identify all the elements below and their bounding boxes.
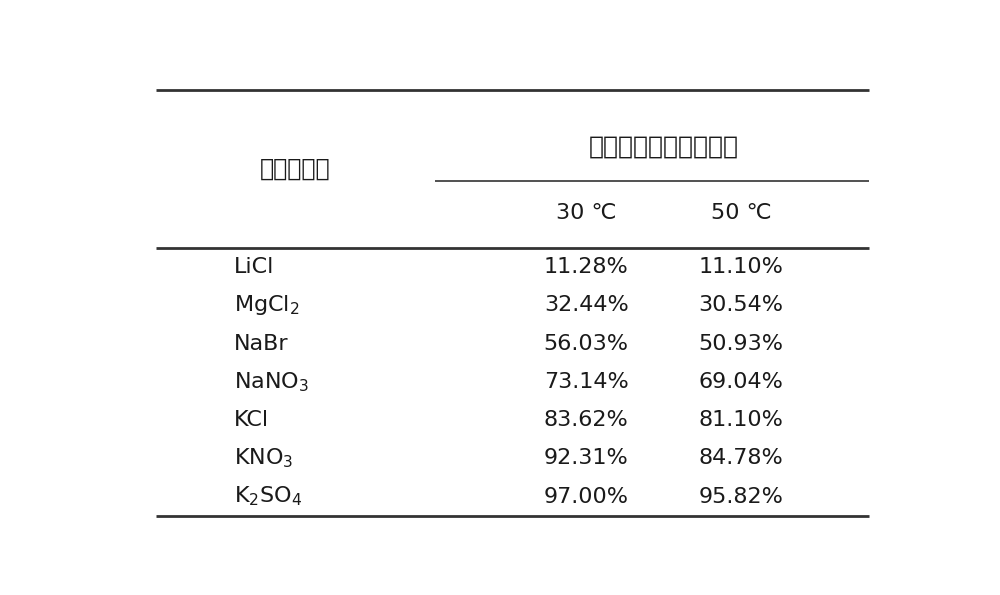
Text: 30 ℃: 30 ℃ xyxy=(556,203,616,224)
Text: 56.03%: 56.03% xyxy=(544,334,629,353)
Text: 73.14%: 73.14% xyxy=(544,372,629,392)
Text: 50 ℃: 50 ℃ xyxy=(711,203,771,224)
Text: MgCl$_2$: MgCl$_2$ xyxy=(234,293,299,317)
Text: 81.10%: 81.10% xyxy=(699,410,784,430)
Text: 32.44%: 32.44% xyxy=(544,295,629,315)
Text: 84.78%: 84.78% xyxy=(699,449,784,468)
Text: 11.10%: 11.10% xyxy=(699,257,784,277)
Text: 饱和盐溶液: 饱和盐溶液 xyxy=(260,156,331,181)
Text: KNO$_3$: KNO$_3$ xyxy=(234,447,293,470)
Text: NaBr: NaBr xyxy=(234,334,288,353)
Text: KCl: KCl xyxy=(234,410,269,430)
Text: 不同温度下的相对湿度: 不同温度下的相对湿度 xyxy=(589,135,739,159)
Text: 97.00%: 97.00% xyxy=(544,487,629,507)
Text: 95.82%: 95.82% xyxy=(699,487,784,507)
Text: NaNO$_3$: NaNO$_3$ xyxy=(234,370,309,394)
Text: 11.28%: 11.28% xyxy=(544,257,629,277)
Text: 69.04%: 69.04% xyxy=(699,372,784,392)
Text: LiCl: LiCl xyxy=(234,257,274,277)
Text: 92.31%: 92.31% xyxy=(544,449,629,468)
Text: 83.62%: 83.62% xyxy=(544,410,629,430)
Text: K$_2$SO$_4$: K$_2$SO$_4$ xyxy=(234,485,302,509)
Text: 50.93%: 50.93% xyxy=(699,334,784,353)
Text: 30.54%: 30.54% xyxy=(699,295,784,315)
